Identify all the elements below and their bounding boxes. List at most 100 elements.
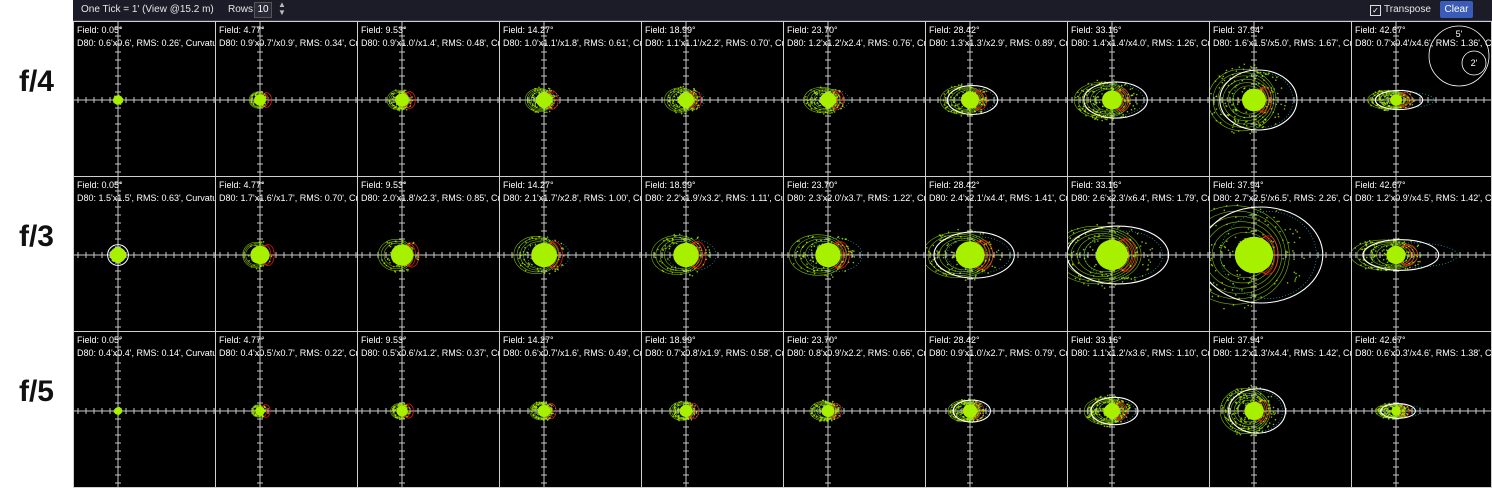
ray-point xyxy=(1097,283,1100,286)
ray-point xyxy=(1085,114,1087,117)
ray-point xyxy=(1114,231,1116,234)
spot-diagram-cell[interactable]: Field: 9.53° D80: 2.0'x1.8'/x2.3', RMS: 0… xyxy=(357,176,500,332)
rows-spinner[interactable]: ▲ ▼ xyxy=(277,1,287,17)
ray-point xyxy=(1223,245,1226,248)
ray-point xyxy=(1263,118,1266,121)
clear-button[interactable]: Clear xyxy=(1440,1,1473,18)
spot-diagram-cell[interactable]: Field: 28.42° D80: 0.9'x1.0'/x2.7', RMS: … xyxy=(925,331,1068,488)
ray-point xyxy=(1253,295,1256,297)
ray-point xyxy=(1230,394,1233,397)
ray-point xyxy=(1264,111,1266,114)
ray-point xyxy=(1213,103,1215,105)
spot-diagram-cell[interactable]: Field: 33.16° D80: 2.6'x2.3'/x6.4', RMS: … xyxy=(1067,176,1210,332)
field-angle-label: Field: 4.77° xyxy=(219,180,265,190)
spot-diagram-cell[interactable]: Field: 37.94° D80: 1.2'x1.3'/x4.4', RMS: … xyxy=(1209,331,1352,488)
spot-diagram-cell[interactable]: Field: 14.27° D80: 0.6'x0.7'/x1.6', RMS: … xyxy=(499,331,642,488)
ray-point xyxy=(248,260,250,262)
ray-point xyxy=(673,104,675,107)
spot-diagram-cell[interactable]: Field: 18.99° D80: 0.7'x0.8'/x1.9', RMS: … xyxy=(641,331,784,488)
spot-diagram-cell[interactable]: Field: 0.05° D80: 0.4'x0.4', RMS: 0.14', … xyxy=(73,331,216,488)
ray-point xyxy=(1371,241,1374,244)
spot-diagram-cell[interactable]: Field: 23.70° D80: 2.3'x2.0'/x3.7', RMS: … xyxy=(783,176,926,332)
ray-point xyxy=(1078,253,1081,255)
spot-diagram-cell[interactable]: Field: 14.27° D80: 2.1'x1.7'/x2.8', RMS: … xyxy=(499,176,642,332)
ray-point xyxy=(1096,79,1099,82)
ray-point xyxy=(995,251,998,253)
ray-point xyxy=(1234,108,1237,111)
spot-diagram-cell[interactable]: Field: 42.67° D80: 0.6'x0.3'/x4.6', RMS: … xyxy=(1351,331,1492,488)
ray-point xyxy=(535,238,537,240)
spot-diagram-cell[interactable]: Field: 4.77° D80: 1.7'x1.6'/x1.7', RMS: 0… xyxy=(215,176,358,332)
ray-point xyxy=(1227,249,1230,251)
ray-point xyxy=(1083,257,1086,259)
ray-point xyxy=(691,274,694,277)
spot-diagram-cell[interactable]: Field: 37.94° D80: 2.7'x2.5'/x6.5', RMS: … xyxy=(1209,176,1352,332)
ray-point xyxy=(947,92,950,94)
ray-point xyxy=(1247,304,1250,307)
ray-point xyxy=(948,269,951,271)
field-angle-label: Field: 28.42° xyxy=(929,335,980,345)
ray-point xyxy=(1210,251,1211,254)
spot-diagram-cell[interactable]: Field: 18.99° D80: 1.1'x1.1'/x2.2', RMS: … xyxy=(641,21,784,177)
rows-input[interactable]: 10 xyxy=(254,2,272,18)
ray-point xyxy=(958,84,960,86)
transpose-checkbox[interactable]: ✓ xyxy=(1370,5,1381,16)
ray-point xyxy=(539,402,541,405)
chevron-down-icon[interactable]: ▼ xyxy=(278,8,286,17)
ray-point xyxy=(535,106,538,109)
chevron-up-icon[interactable]: ▲ xyxy=(278,0,286,9)
ray-point xyxy=(1384,413,1386,415)
spot-diagram-cell[interactable]: Field: 33.16° D80: 1.4'x1.4'/x4.0', RMS: … xyxy=(1067,21,1210,177)
ray-point xyxy=(705,251,707,254)
ray-point xyxy=(812,260,815,263)
cyan-spot-ring xyxy=(958,402,989,420)
ray-point xyxy=(1103,425,1106,427)
spot-diagram-cell[interactable]: Field: 28.42° D80: 2.4'x2.1'/x4.4', RMS: … xyxy=(925,176,1068,332)
spot-diagram-cell[interactable]: Field: 33.16° D80: 1.1'x1.2'/x3.6', RMS: … xyxy=(1067,331,1210,488)
ray-point xyxy=(1242,427,1245,430)
ray-point xyxy=(1392,241,1395,244)
spot-diagram-cell[interactable]: Field: 9.53° D80: 0.5'x0.6'/x1.2', RMS: 0… xyxy=(357,331,500,488)
ray-point xyxy=(1106,114,1109,116)
ray-point xyxy=(978,409,981,411)
ray-point xyxy=(253,406,256,408)
ray-point xyxy=(815,262,818,264)
ray-point xyxy=(1129,102,1131,105)
ray-point xyxy=(1294,229,1297,231)
spot-diagram-cell[interactable]: Field: 4.77° D80: 0.4'x0.5'/x0.7', RMS: 0… xyxy=(215,331,358,488)
spot-diagram-cell[interactable]: Field: 9.53° D80: 0.9'x1.0'/x1.4', RMS: 0… xyxy=(357,21,500,177)
ray-point xyxy=(527,262,530,264)
ray-point xyxy=(983,269,986,272)
ray-point xyxy=(1255,214,1257,216)
ray-point xyxy=(816,111,819,113)
spot-diagram-cell[interactable]: Field: 0.05° D80: 1.5'x1.5', RMS: 0.63', … xyxy=(73,176,216,332)
d80-rms-label: D80: 2.2'x1.9'/x3.2', RMS: 1.11', Curvat… xyxy=(645,193,783,203)
ray-point xyxy=(557,268,559,271)
spot-diagram-cell[interactable]: 5' 2' Field: 42.67° D80: 0.7'x0.4'/x4.6', R… xyxy=(1351,21,1492,177)
ray-point xyxy=(1224,71,1227,74)
spot-diagram-cell[interactable]: Field: 14.27° D80: 1.0'x1.1'/x1.8', RMS: … xyxy=(499,21,642,177)
ray-point xyxy=(1076,95,1079,98)
coma-ring xyxy=(806,88,839,112)
ray-point xyxy=(822,266,825,269)
ray-point xyxy=(1264,220,1267,223)
ray-point xyxy=(1227,232,1230,235)
ray-point xyxy=(1233,417,1236,420)
spot-diagram-cell[interactable]: Field: 23.70° D80: 0.8'x0.9'/x2.2', RMS: … xyxy=(783,331,926,488)
spot-diagram-cell[interactable]: Field: 18.99° D80: 2.2'x1.9'/x3.2', RMS: … xyxy=(641,176,784,332)
spot-diagram-cell[interactable]: Field: 28.42° D80: 1.3'x1.3'/x2.9', RMS: … xyxy=(925,21,1068,177)
spot-diagram-cell[interactable]: Field: 37.94° D80: 1.6'x1.5'/x5.0', RMS: … xyxy=(1209,21,1352,177)
ray-point xyxy=(250,266,253,268)
spot-diagram-cell[interactable]: Field: 42.67° D80: 1.2'x0.9'/x4.5', RMS: … xyxy=(1351,176,1492,332)
ray-point xyxy=(1237,119,1240,122)
ray-point xyxy=(1267,73,1269,76)
ray-point xyxy=(677,87,680,90)
ray-point xyxy=(1379,98,1382,100)
ray-point xyxy=(1232,73,1234,76)
ray-point xyxy=(841,105,844,108)
spot-diagram-cell[interactable]: Field: 4.77° D80: 0.9'x0.7'/x0.9', RMS: 0… xyxy=(215,21,358,177)
ray-point xyxy=(542,401,545,403)
ray-point xyxy=(1086,416,1088,418)
spot-diagram-cell[interactable]: Field: 23.70° D80: 1.2'x1.2'/x2.4', RMS: … xyxy=(783,21,926,177)
spot-diagram-cell[interactable]: Field: 0.05° D80: 0.6'x0.6', RMS: 0.26', … xyxy=(73,21,216,177)
